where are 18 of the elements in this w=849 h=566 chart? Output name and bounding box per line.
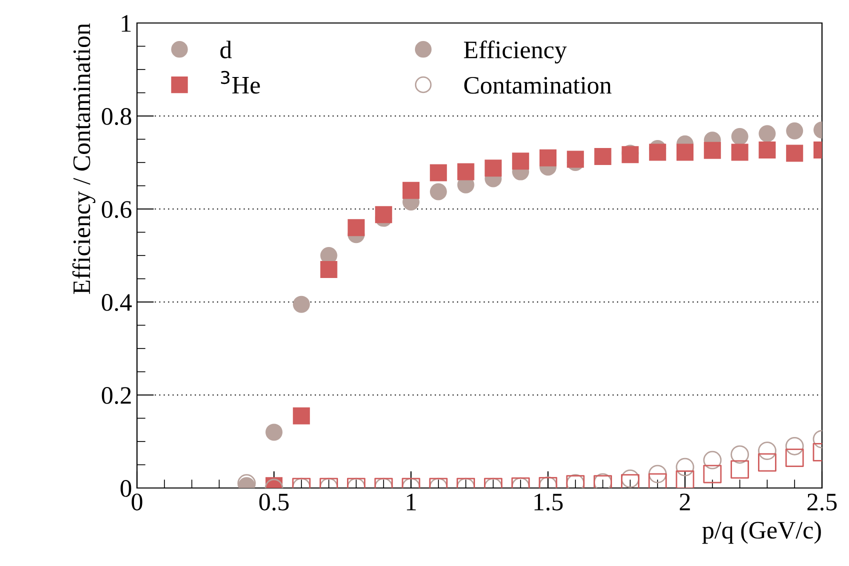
y-tick-label: 1 [122,15,131,32]
y-tick-label: 0.8 [102,108,132,126]
x-tick-label: 1 [406,494,416,510]
y-tick-label: 0.2 [102,387,131,404]
y-axis-title: Efficiency / Contamination [72,23,96,294]
x-tick-label: 2 [680,494,690,510]
x-tick-label: 1.5 [534,494,563,511]
annotation: Contamination [464,76,612,94]
annotation: Efficiency [464,40,567,64]
legend-label: d [220,40,232,58]
y-tick-label: 0.4 [102,294,132,312]
x-tick-label: 2.5 [807,494,837,511]
y-tick-label: 0 [120,480,132,497]
y-tick-label: 0.6 [102,201,132,218]
legend-label: $^{3}$He [221,70,260,94]
x-tick-label: 0.5 [259,494,289,511]
x-tick-label: 0 [132,494,142,510]
x-axis-title: p/q (GeV/c) [702,521,821,544]
